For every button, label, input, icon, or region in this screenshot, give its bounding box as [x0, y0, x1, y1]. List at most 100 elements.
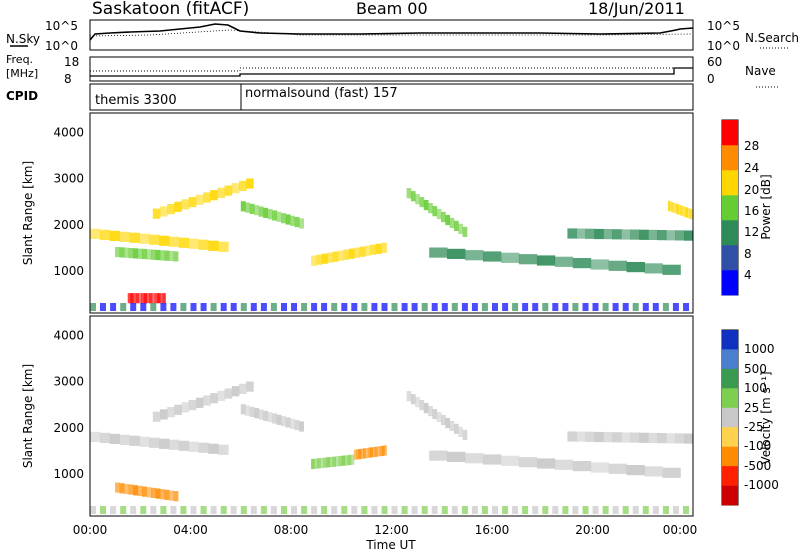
- near-range-echo-2: [110, 303, 117, 311]
- echo-band-3-cell-6: [267, 412, 273, 423]
- echo-band-2-cell-8: [210, 393, 218, 404]
- colorbar-swatch-2: [722, 220, 738, 246]
- echo-band-6-cell-7: [436, 411, 442, 423]
- near-range-echo-21: [301, 506, 308, 514]
- near-range-echo-27: [361, 303, 368, 311]
- near-range-echo-28: [371, 303, 378, 311]
- echo-band-1-cell-9: [155, 488, 161, 499]
- echo-band-1-cell-13: [173, 491, 179, 502]
- echo-band-4-cell-7: [332, 456, 336, 467]
- echo-band-7-cell-4: [501, 455, 520, 466]
- echo-band-6-cell-11: [454, 220, 459, 231]
- echo-band-7-cell-1: [447, 451, 466, 462]
- echo-band-5-cell-5: [365, 448, 369, 459]
- echo-band-3-cell-13: [299, 421, 304, 432]
- echo-band-4-cell-2: [249, 203, 255, 214]
- echo-band-9-cell-0: [667, 200, 671, 211]
- echo-band-4-cell-3: [320, 457, 324, 469]
- echo-band-6-cell-2: [415, 194, 420, 205]
- echo-band-1-cell-8: [151, 249, 156, 260]
- colorbar-swatch-5: [722, 145, 738, 171]
- echo-band-5-cell-3: [327, 252, 334, 263]
- echo-band-1-cell-1: [119, 247, 125, 258]
- near-range-echo-26: [351, 303, 358, 311]
- echo-band-2-cell-8: [149, 293, 153, 304]
- echo-band-1-cell-5: [137, 248, 143, 259]
- near-range-echo-44: [532, 303, 539, 311]
- near-range-echo-19: [281, 506, 287, 514]
- echo-band-8-cell-8: [639, 229, 649, 240]
- echo-band-0-cell-5: [139, 233, 150, 244]
- echo-band-2-cell-5: [141, 293, 145, 304]
- echo-band-7-cell-0: [429, 247, 448, 258]
- echo-band-1-cell-11: [164, 250, 170, 261]
- echo-band-7-cell-2: [465, 250, 484, 261]
- echo-band-0-cell-7: [159, 438, 170, 449]
- echo-band-3-cell-7: [203, 192, 211, 203]
- echo-band-6-cell-3: [419, 400, 425, 411]
- echo-band-4-cell-1: [245, 202, 251, 213]
- echo-band-9-cell-1: [669, 201, 672, 212]
- near-range-echo-31: [401, 303, 408, 311]
- velocity-ylabel: Slant Range [km]: [21, 364, 35, 468]
- echo-band-3-cell-1: [245, 405, 251, 416]
- echo-band-5-cell-4: [363, 448, 366, 459]
- echo-band-2-cell-7: [203, 395, 211, 406]
- echo-band-2-cell-4: [181, 402, 190, 413]
- echo-band-8-cell-4: [603, 229, 613, 240]
- near-range-echo-18: [270, 303, 277, 311]
- vel-cbar-tick-minus100: -100: [744, 439, 771, 453]
- near-range-echo-43: [522, 303, 529, 311]
- colorbar-swatch-0: [722, 330, 738, 350]
- echo-band-4-cell-0: [311, 458, 315, 470]
- echo-band-8-cell-10: [657, 433, 667, 444]
- echo-band-3-cell-2: [249, 406, 255, 417]
- echo-band-0-cell-2: [109, 230, 120, 241]
- echo-band-4-cell-5: [263, 207, 269, 218]
- echo-band-2-cell-11: [157, 293, 161, 304]
- echo-band-6-cell-5: [428, 203, 433, 214]
- echo-band-6-cell-5: [428, 406, 433, 417]
- echo-band-8-cell-9: [648, 229, 658, 240]
- echo-band-1-cell-1: [119, 483, 125, 494]
- xtick-24: 00:00: [663, 523, 698, 537]
- echo-band-8-cell-12: [675, 230, 685, 241]
- near-range-echo-38: [471, 506, 478, 514]
- echo-band-5-cell-13: [384, 445, 387, 456]
- near-range-echo-32: [411, 506, 418, 514]
- echo-band-7-cell-1: [447, 248, 466, 259]
- echo-band-4-cell-0: [240, 201, 246, 212]
- near-range-echo-50: [592, 506, 599, 514]
- echo-band-4-cell-9: [281, 213, 286, 224]
- echo-band-1-cell-0: [115, 482, 120, 493]
- echo-band-8-cell-7: [630, 229, 640, 240]
- echo-band-3-cell-11: [231, 183, 240, 194]
- echo-band-4-cell-4: [258, 206, 264, 217]
- freq-trace: [90, 67, 693, 77]
- echo-band-7-cell-10: [608, 463, 627, 474]
- echo-band-0-cell-3: [119, 231, 130, 242]
- echo-band-4-cell-5: [326, 457, 330, 468]
- echo-band-5-cell-1: [316, 254, 323, 265]
- echo-band-0-cell-12: [208, 443, 219, 454]
- echo-band-6-cell-6: [432, 206, 438, 217]
- near-range-echo-57: [662, 303, 669, 311]
- near-range-echo-21: [301, 303, 308, 311]
- colorbar-swatch-3: [722, 388, 738, 408]
- velocity-ytick-2000: 2000: [53, 421, 84, 435]
- echo-band-3-cell-5: [188, 197, 197, 208]
- echo-band-9-cell-8: [682, 206, 685, 217]
- cpid-label: CPID: [6, 89, 38, 103]
- echo-band-3-cell-10: [224, 185, 233, 196]
- near-range-echo-8: [170, 506, 177, 514]
- near-range-echo-15: [240, 506, 247, 514]
- echo-band-5-cell-7: [348, 248, 355, 259]
- echo-band-7-cell-6: [536, 458, 556, 469]
- echo-band-0-cell-6: [149, 437, 160, 448]
- echo-band-2-cell-1: [130, 293, 134, 304]
- colorbar-swatch-6: [722, 120, 738, 146]
- near-range-echo-43: [522, 506, 529, 514]
- echo-band-5-cell-10: [377, 446, 380, 457]
- nsearch-label: N.Search: [745, 31, 799, 45]
- near-range-echo-7: [160, 506, 167, 514]
